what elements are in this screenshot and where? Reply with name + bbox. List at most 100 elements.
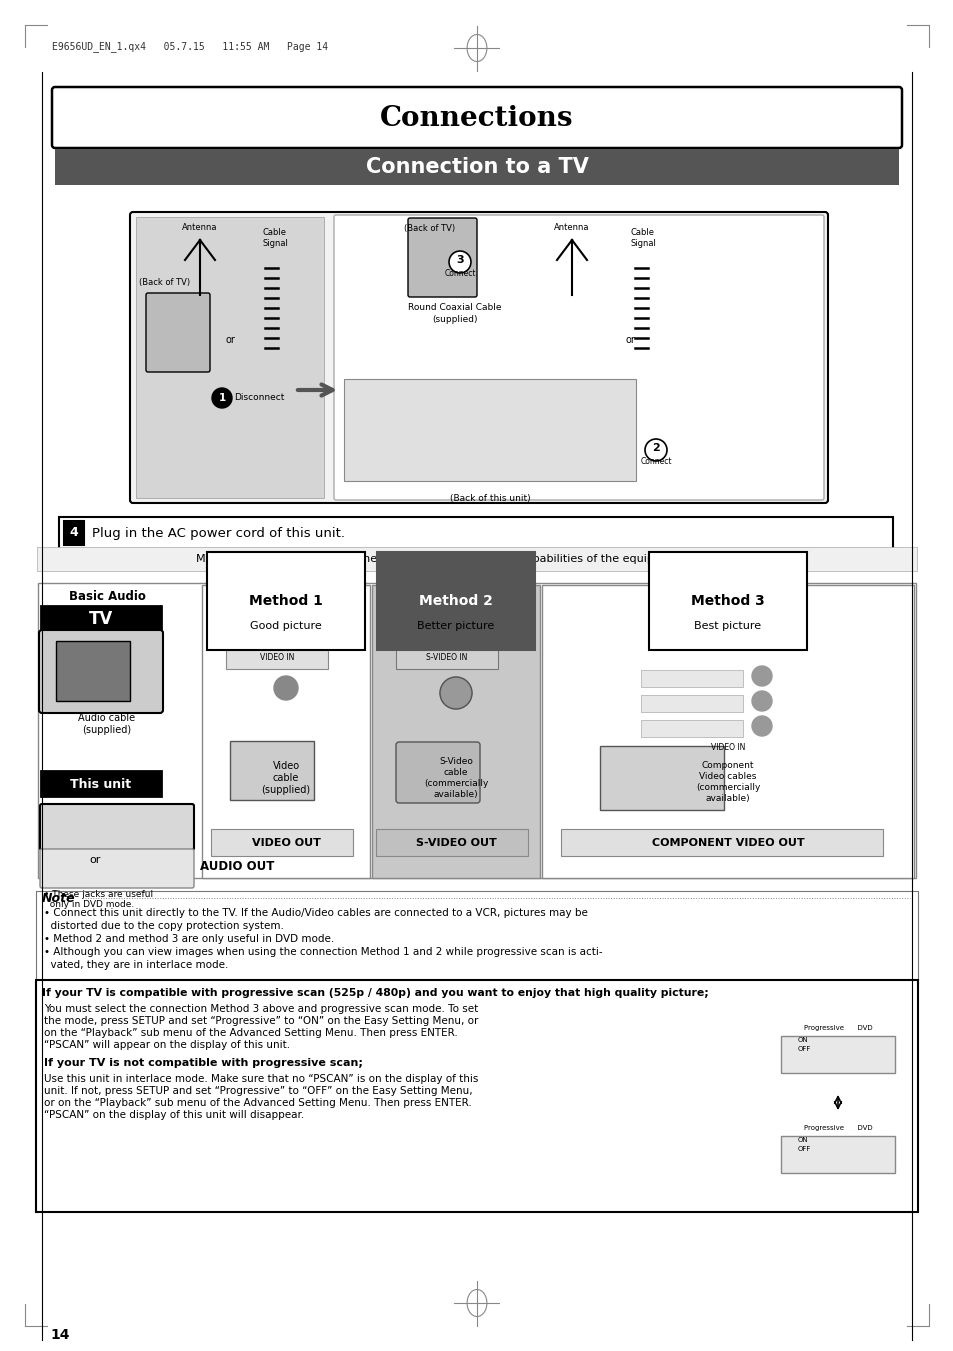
FancyBboxPatch shape: [56, 640, 130, 701]
Text: Method 3: Method 3: [690, 594, 764, 608]
FancyBboxPatch shape: [59, 517, 892, 549]
Text: Connect: Connect: [639, 457, 671, 466]
FancyBboxPatch shape: [55, 149, 898, 185]
FancyBboxPatch shape: [146, 293, 210, 372]
Text: S-VIDEO IN: S-VIDEO IN: [426, 653, 467, 662]
FancyBboxPatch shape: [372, 585, 539, 878]
Text: Component
Video cables
(commercially
available): Component Video cables (commercially ava…: [695, 761, 760, 802]
FancyBboxPatch shape: [38, 584, 915, 878]
Text: AUDIO OUT: AUDIO OUT: [200, 859, 274, 873]
FancyBboxPatch shape: [640, 670, 742, 688]
FancyBboxPatch shape: [41, 607, 161, 631]
FancyBboxPatch shape: [781, 1136, 894, 1173]
Circle shape: [751, 666, 771, 686]
FancyBboxPatch shape: [52, 86, 901, 149]
FancyBboxPatch shape: [40, 804, 193, 850]
Text: Connections: Connections: [380, 105, 573, 132]
Text: Disconnect: Disconnect: [233, 393, 284, 403]
Text: Antenna: Antenna: [182, 223, 217, 232]
Text: Method 2: Method 2: [418, 594, 493, 608]
Text: • These jacks are useful
  only in DVD mode.: • These jacks are useful only in DVD mod…: [44, 890, 153, 909]
FancyBboxPatch shape: [375, 830, 527, 857]
FancyBboxPatch shape: [211, 830, 353, 857]
Text: S-Video
cable
(commercially
available): S-Video cable (commercially available): [423, 757, 488, 800]
Circle shape: [212, 388, 232, 408]
Text: Plug in the AC power cord of this unit.: Plug in the AC power cord of this unit.: [91, 527, 345, 539]
FancyBboxPatch shape: [334, 215, 823, 500]
Text: Method 1: Method 1: [249, 594, 323, 608]
Text: • Connect this unit directly to the TV. If the Audio/Video cables are connected : • Connect this unit directly to the TV. …: [44, 908, 587, 917]
Text: VIDEO IN: VIDEO IN: [259, 653, 294, 662]
FancyBboxPatch shape: [599, 746, 723, 811]
Text: Antenna: Antenna: [554, 223, 589, 232]
Text: Connection to a TV: Connection to a TV: [365, 157, 588, 177]
Text: Progressive      DVD: Progressive DVD: [802, 1125, 871, 1131]
Text: 3: 3: [456, 255, 463, 265]
Text: You must select the connection Method 3 above and progressive scan mode. To set: You must select the connection Method 3 …: [44, 1004, 477, 1015]
FancyBboxPatch shape: [36, 892, 917, 985]
FancyBboxPatch shape: [395, 742, 479, 802]
Text: vated, they are in interlace mode.: vated, they are in interlace mode.: [44, 961, 228, 970]
Circle shape: [644, 439, 666, 461]
FancyBboxPatch shape: [36, 979, 917, 1212]
FancyBboxPatch shape: [560, 830, 882, 857]
FancyBboxPatch shape: [202, 585, 370, 878]
Text: Use this unit in interlace mode. Make sure that no “PSCAN” is on the display of : Use this unit in interlace mode. Make su…: [44, 1074, 477, 1084]
Circle shape: [751, 716, 771, 736]
FancyBboxPatch shape: [640, 720, 742, 738]
Text: E9656UD_EN_1.qx4   05.7.15   11:55 AM   Page 14: E9656UD_EN_1.qx4 05.7.15 11:55 AM Page 1…: [52, 42, 328, 53]
Text: Basic Audio: Basic Audio: [69, 589, 145, 603]
Text: (Back of this unit): (Back of this unit): [449, 494, 530, 504]
Text: OFF: OFF: [797, 1046, 810, 1052]
Circle shape: [751, 690, 771, 711]
Text: or on the “Playback” sub menu of the Advanced Setting Menu. Then press ENTER.: or on the “Playback” sub menu of the Adv…: [44, 1098, 471, 1108]
Text: TV: TV: [89, 611, 113, 628]
Text: (supplied): (supplied): [432, 315, 477, 323]
Text: Audio cable
(supplied): Audio cable (supplied): [78, 713, 135, 735]
Text: the mode, press SETUP and set “Progressive” to “ON” on the Easy Setting Menu, or: the mode, press SETUP and set “Progressi…: [44, 1016, 477, 1025]
FancyBboxPatch shape: [64, 521, 84, 544]
Text: VIDEO OUT: VIDEO OUT: [252, 838, 320, 848]
Text: or: or: [624, 335, 635, 345]
Text: If your TV is not compatible with progressive scan;: If your TV is not compatible with progre…: [44, 1058, 362, 1069]
FancyBboxPatch shape: [541, 585, 913, 878]
Text: ON: ON: [797, 1138, 808, 1143]
Text: 2: 2: [652, 443, 659, 453]
Text: 14: 14: [50, 1328, 70, 1342]
FancyBboxPatch shape: [395, 644, 497, 669]
Text: Video
cable
(supplied): Video cable (supplied): [261, 761, 311, 796]
Text: Good picture: Good picture: [250, 621, 321, 631]
Text: This unit: This unit: [71, 777, 132, 790]
FancyBboxPatch shape: [37, 547, 916, 571]
FancyBboxPatch shape: [136, 218, 324, 499]
FancyBboxPatch shape: [40, 848, 193, 888]
Text: Connect: Connect: [444, 269, 476, 278]
Text: COMPONENT VIDEO OUT: COMPONENT VIDEO OUT: [651, 838, 803, 848]
FancyBboxPatch shape: [640, 694, 742, 712]
Text: distorted due to the copy protection system.: distorted due to the copy protection sys…: [44, 921, 284, 931]
FancyBboxPatch shape: [230, 740, 314, 800]
Text: S-VIDEO OUT: S-VIDEO OUT: [416, 838, 496, 848]
Text: ON: ON: [797, 1038, 808, 1043]
FancyBboxPatch shape: [41, 771, 161, 796]
Text: Best picture: Best picture: [694, 621, 760, 631]
Text: • Although you can view images when using the connection Method 1 and 2 while pr: • Although you can view images when usin…: [44, 947, 602, 957]
Text: Progressive      DVD: Progressive DVD: [802, 1025, 871, 1031]
Text: Better picture: Better picture: [416, 621, 494, 631]
Text: If your TV is compatible with progressive scan (525p / 480p) and you want to enj: If your TV is compatible with progressiv…: [42, 988, 708, 998]
Text: Round Coaxial Cable: Round Coaxial Cable: [408, 304, 501, 312]
Text: Cable
Signal: Cable Signal: [629, 228, 656, 247]
Circle shape: [274, 676, 297, 700]
Text: (Back of TV): (Back of TV): [404, 223, 456, 232]
FancyBboxPatch shape: [781, 1036, 894, 1073]
FancyBboxPatch shape: [226, 644, 328, 669]
Text: (Back of TV): (Back of TV): [139, 277, 191, 286]
Text: or: or: [225, 335, 234, 345]
Text: unit. If not, press SETUP and set “Progressive” to “OFF” on the Easy Setting Men: unit. If not, press SETUP and set “Progr…: [44, 1086, 472, 1096]
Text: Cable
Signal: Cable Signal: [262, 228, 288, 247]
Text: “PSCAN” will appear on the display of this unit.: “PSCAN” will appear on the display of th…: [44, 1040, 290, 1050]
Text: Note: Note: [42, 892, 75, 905]
Circle shape: [439, 677, 472, 709]
FancyBboxPatch shape: [130, 212, 827, 503]
Text: or: or: [90, 855, 101, 865]
